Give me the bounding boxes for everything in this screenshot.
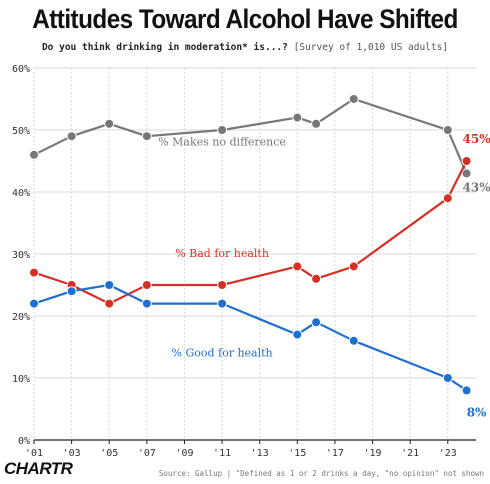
survey-note: [Survey of 1,010 US adults] bbox=[293, 42, 449, 53]
series-label-good-for-health: % Good for health bbox=[172, 346, 273, 359]
y-tick-label: 20% bbox=[12, 312, 30, 323]
data-point-good-for-health bbox=[29, 298, 39, 309]
data-point-bad-for-health bbox=[292, 261, 303, 272]
source-note: Source: Gallup | "Defined as 1 or 2 drin… bbox=[158, 469, 484, 478]
data-point-good-for-health bbox=[141, 298, 152, 309]
data-point-good-for-health bbox=[217, 298, 228, 309]
data-point-good-for-health bbox=[442, 373, 453, 383]
x-tick-label: '01 bbox=[25, 448, 43, 459]
data-point-good-for-health bbox=[311, 317, 322, 328]
data-point-bad-for-health bbox=[104, 298, 115, 309]
x-tick-label: '03 bbox=[63, 448, 81, 459]
x-tick-label: '09 bbox=[175, 448, 193, 459]
chart-subtitle: Do you think drinking in moderation* is.… bbox=[0, 42, 490, 53]
series-line-bad-for-health bbox=[33, 160, 468, 305]
data-point-makes-no-difference bbox=[29, 149, 39, 160]
y-tick-label: 30% bbox=[12, 250, 30, 261]
data-point-good-for-health bbox=[66, 286, 77, 297]
data-point-bad-for-health bbox=[311, 273, 322, 284]
data-point-good-for-health bbox=[348, 335, 359, 346]
x-tick-label: '11 bbox=[213, 448, 231, 459]
data-point-makes-no-difference bbox=[348, 94, 359, 104]
data-point-makes-no-difference bbox=[104, 118, 115, 129]
x-tick-label: '15 bbox=[288, 448, 306, 459]
data-point-bad-for-health bbox=[442, 193, 453, 204]
y-tick-label: 40% bbox=[12, 188, 30, 199]
data-point-makes-no-difference bbox=[217, 125, 228, 135]
data-point-good-for-health bbox=[461, 385, 472, 396]
chart-title: Attitudes Toward Alcohol Have Shifted bbox=[32, 4, 458, 34]
data-point-good-for-health bbox=[292, 329, 303, 340]
y-tick-label: 0% bbox=[18, 436, 30, 447]
data-point-bad-for-health bbox=[348, 261, 359, 272]
x-tick-label: '17 bbox=[326, 448, 344, 459]
x-tick-label: '23 bbox=[439, 448, 457, 459]
data-point-makes-no-difference bbox=[442, 125, 453, 135]
series-label-makes-no-difference: % Makes no difference bbox=[158, 136, 286, 149]
chartr-logo: CHARTR bbox=[4, 459, 73, 478]
series-label-bad-for-health: % Bad for health bbox=[175, 247, 269, 260]
series-line-good-for-health bbox=[33, 283, 468, 392]
x-tick-label: '13 bbox=[251, 448, 269, 459]
data-point-bad-for-health bbox=[217, 280, 228, 290]
x-tick-label: '21 bbox=[401, 448, 419, 459]
y-tick-label: 10% bbox=[12, 374, 30, 385]
x-tick-label: '07 bbox=[138, 448, 156, 459]
data-point-bad-for-health bbox=[461, 156, 472, 166]
x-tick-label: '19 bbox=[364, 448, 382, 459]
y-tick-label: 50% bbox=[12, 126, 30, 137]
data-point-bad-for-health bbox=[141, 280, 152, 290]
end-label-good-for-health: 8% bbox=[467, 405, 487, 419]
data-point-good-for-health bbox=[104, 280, 115, 290]
data-point-bad-for-health bbox=[29, 267, 39, 278]
data-point-makes-no-difference bbox=[461, 168, 472, 179]
data-point-makes-no-difference bbox=[141, 131, 152, 142]
survey-question: Do you think drinking in moderation* is.… bbox=[41, 42, 288, 53]
data-point-makes-no-difference bbox=[292, 112, 303, 123]
end-label-bad-for-health: 45% bbox=[463, 132, 490, 146]
data-point-makes-no-difference bbox=[311, 118, 322, 129]
end-label-makes-no-difference: 43% bbox=[463, 180, 490, 194]
y-tick-label: 60% bbox=[12, 64, 30, 75]
x-tick-label: '05 bbox=[100, 448, 118, 459]
data-point-makes-no-difference bbox=[66, 131, 77, 142]
series-line-makes-no-difference bbox=[33, 97, 468, 174]
